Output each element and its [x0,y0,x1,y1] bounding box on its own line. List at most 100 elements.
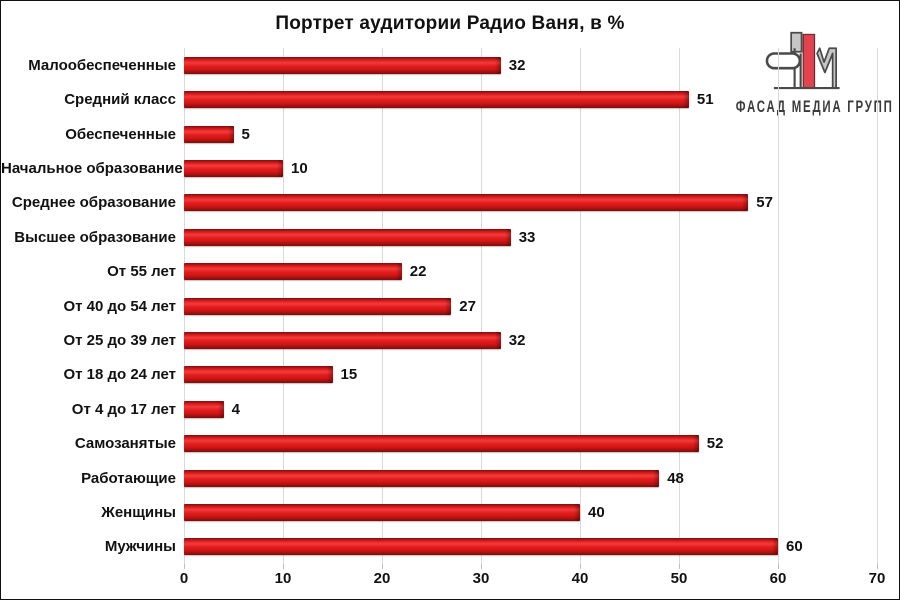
value-label: 51 [696,91,714,109]
bar [184,366,333,384]
logo-text: ФАСАД МЕДИА ГРУПП [735,97,894,116]
bar-row: От 55 лет 22 [1,254,899,288]
bar [184,91,689,109]
bar-area: 5 [184,117,877,151]
bar-area: 10 [184,151,877,185]
bar [184,56,501,74]
bar-area: 40 [184,495,877,529]
value-label: 15 [340,366,358,384]
value-label: 40 [588,503,605,521]
x-axis-tick-label: 0 [179,570,189,587]
bar-row: Самозанятые 52 [1,426,899,460]
gridline [778,48,779,564]
axis-tick [184,564,185,569]
value-label: 57 [756,194,773,212]
bar-area: 22 [184,254,877,288]
value-label: 5 [241,125,250,143]
bar-row: Средний класс 51 [1,82,899,116]
bar-chart: 0 10 20 30 40 50 60 70 Малообеспеченные 32 Средни… [1,48,899,587]
bar-area: 32 [184,48,877,82]
category-label: От 55 лет [107,263,176,281]
axis-tick [580,564,581,569]
bar-area: 60 [184,530,877,564]
gridline [580,48,581,564]
bar [184,400,224,418]
bar-row: Работающие 48 [1,461,899,495]
bar [184,435,699,453]
value-label: 60 [786,538,803,556]
bar-area: 52 [184,426,877,460]
bar-row: От 18 до 24 лет 15 [1,358,899,392]
bar [184,228,511,246]
x-axis-tick-label: 50 [670,570,688,587]
bar-row: Малообеспеченные 32 [1,48,899,82]
category-label: От 4 до 17 лет [71,400,176,418]
x-axis-tick-label: 20 [373,570,391,587]
bar [184,538,778,556]
value-label: 4 [231,400,240,418]
bar-area: 27 [184,289,877,323]
gridline [679,48,680,564]
axis-tick [679,564,680,569]
grid-layer: 0 10 20 30 40 50 60 70 [180,48,885,587]
axis-tick [481,564,482,569]
bar-row: Мужчины 60 [1,530,899,564]
bar-area: 48 [184,461,877,495]
bar [184,125,234,143]
x-axis-tick-label: 30 [472,570,490,587]
axis-tick [283,564,284,569]
gridline [877,48,878,564]
value-label: 32 [508,331,526,349]
axis-tick [778,564,779,569]
gridline [481,48,482,564]
bar [184,297,452,315]
bar-area: 4 [184,392,877,426]
category-label: Высшее образование [14,228,176,246]
category-label: От 18 до 24 лет [63,366,176,384]
x-axis-tick-label: 40 [571,570,589,587]
value-label: 52 [706,435,724,453]
x-axis-tick-label: 10 [274,570,292,587]
axis-tick [382,564,383,569]
logo: ФАСАД МЕДИА ГРУПП [725,31,892,116]
bar-area: 15 [184,358,877,392]
category-label: Самозанятые [74,435,176,453]
category-label: Начальное образование [1,159,183,177]
bar-row: Среднее образование 57 [1,186,899,220]
bar-row: От 4 до 17 лет 4 [1,392,899,426]
bar-row: Высшее образование 33 [1,220,899,254]
bar [184,263,402,281]
bar-area: 57 [184,186,877,220]
category-label: Женщины [101,503,176,521]
fm-logo-icon [765,31,840,90]
bar [184,194,749,212]
bar-row: Начальное образование 10 [1,151,899,185]
value-label: 10 [291,159,308,177]
bar-row: Женщины 40 [1,495,899,529]
category-label: Работающие [81,469,176,487]
category-label: От 25 до 39 лет [63,331,176,349]
x-axis-tick-label: 60 [769,570,787,587]
bar [184,469,660,487]
category-label: Малообеспеченные [28,56,176,74]
bar [184,331,501,349]
rows-layer: Малообеспеченные 32 Средний класс 51 Обеспеч… [1,48,899,564]
category-label: От 40 до 54 лет [63,297,176,315]
bar-row: Обеспеченные 5 [1,117,899,151]
axis-tick [877,564,878,569]
value-label: 27 [459,297,476,315]
value-label: 48 [667,469,684,487]
bar-area: 33 [184,220,877,254]
bar-area: 51 [184,82,877,116]
bar-row: От 25 до 39 лет 32 [1,323,899,357]
bar [184,159,283,177]
bar-area: 32 [184,323,877,357]
bar-row: От 40 до 54 лет 27 [1,289,899,323]
category-label: Средний класс [64,91,176,109]
category-label: Среднее образование [11,194,176,212]
value-label: 33 [518,228,536,246]
bar [184,503,580,521]
category-label: Мужчины [104,538,176,556]
value-label: 22 [409,263,427,281]
chart-title: Портрет аудитории Радио Ваня, в % [275,13,625,34]
